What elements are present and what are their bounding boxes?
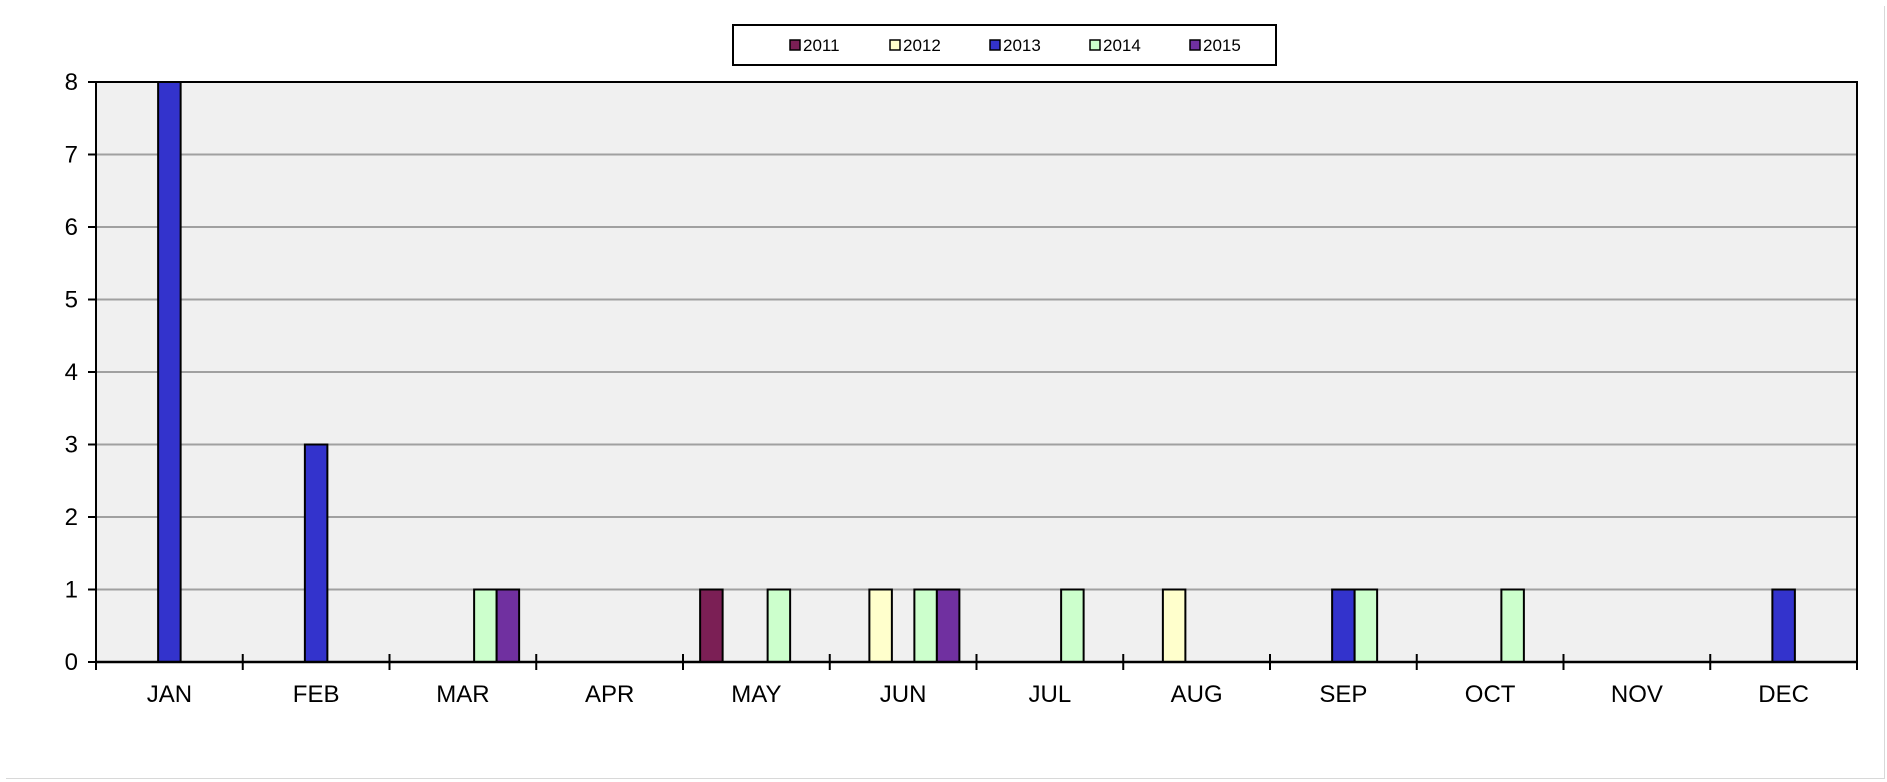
y-tick-label: 5: [65, 287, 78, 314]
x-tick-label: NOV: [1611, 681, 1663, 708]
bar: [766, 588, 792, 663]
legend-box: [732, 24, 1277, 66]
bar: [1060, 588, 1085, 663]
x-tick-label: MAY: [731, 681, 781, 708]
y-tick-label: 4: [65, 359, 78, 386]
legend-swatch: [1189, 39, 1201, 51]
bar: [913, 588, 938, 663]
bar: [868, 588, 893, 663]
y-tick-label: 8: [65, 69, 78, 96]
x-tick-labels: JAN FEB MAR APR MAY JUN JUL AUG SEP OCT NOV DEC: [147, 681, 1809, 708]
x-tick-label: JUL: [1029, 681, 1072, 708]
y-tick-label: 3: [65, 432, 78, 459]
x-tick-label: MAR: [436, 681, 489, 708]
legend-label: 2015: [1203, 36, 1241, 55]
bar: [1353, 588, 1379, 663]
legend-swatch: [1089, 39, 1101, 51]
y-tick-label: 1: [65, 577, 78, 604]
legend-swatch: [889, 39, 901, 51]
y-tick-labels: 0 1 2 3 4 5 6 7 8: [65, 69, 78, 676]
x-tick-label: FEB: [293, 681, 340, 708]
legend-label: 2011: [803, 36, 840, 55]
x-tick-label: APR: [585, 681, 634, 708]
bar: [1331, 588, 1356, 663]
bar: [473, 588, 498, 663]
legend-label: 2014: [1103, 36, 1141, 55]
legend-swatch: [789, 39, 801, 51]
x-tick-label: OCT: [1465, 681, 1516, 708]
legend-label: 2012: [903, 36, 941, 55]
bar: [935, 588, 961, 663]
y-tick-label: 0: [65, 649, 78, 676]
bar: [1771, 588, 1796, 663]
x-tick-label: JAN: [147, 681, 192, 708]
y-tick-label: 7: [65, 142, 78, 169]
y-tick-label: 2: [65, 504, 78, 531]
legend-label: 2013: [1003, 36, 1041, 55]
bar: [699, 588, 724, 663]
x-tick-label: SEP: [1319, 681, 1367, 708]
bar-chart: 0 1 2 3 4 5 6 7 8 JAN FEB MAR APR MAY JUN JUL AUG SEP OCT…: [65, 24, 1858, 708]
bar: [1500, 588, 1525, 663]
bar: [495, 588, 521, 663]
y-tick-label: 6: [65, 214, 78, 241]
bar: [1161, 588, 1187, 663]
x-tick-label: DEC: [1758, 681, 1809, 708]
legend: 2011 2012 2013 2014 2015: [732, 24, 1277, 66]
x-tick-label: AUG: [1171, 681, 1223, 708]
legend-swatch: [989, 39, 1001, 51]
chart-frame: 0 1 2 3 4 5 6 7 8 JAN FEB MAR APR MAY JUN JUL AUG SEP OCT…: [6, 6, 1885, 779]
bar: [157, 81, 182, 663]
x-tick-label: JUN: [880, 681, 927, 708]
axes: [88, 81, 1858, 670]
bar: [303, 443, 329, 663]
